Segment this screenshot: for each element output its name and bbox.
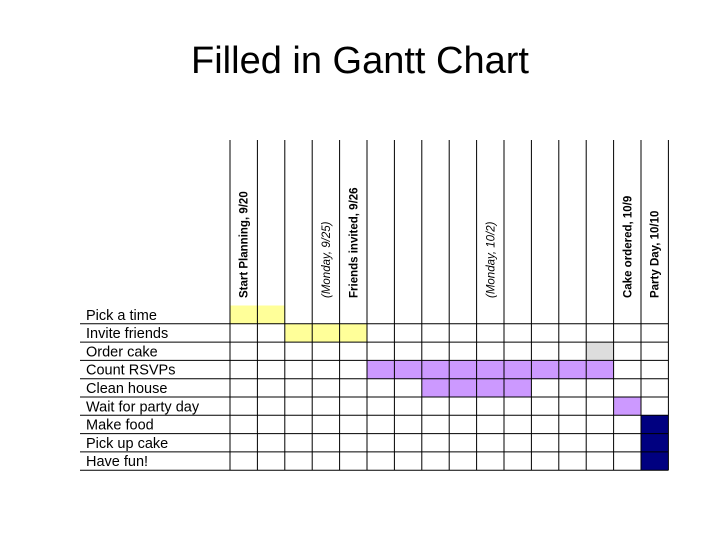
milestone-label: Party Day, 10/10 — [650, 211, 662, 298]
gantt-bar-navy — [641, 415, 669, 434]
gantt-bar-gray — [586, 342, 614, 361]
task-label: Pick a time — [86, 308, 157, 324]
milestone-label: Friends invited, 9/26 — [348, 187, 360, 298]
gantt-bar-purple — [613, 397, 641, 416]
task-label: Make food — [86, 418, 154, 434]
task-label: Count RSVPs — [86, 363, 175, 379]
task-label: Have fun! — [86, 454, 148, 470]
task-label: Wait for party day — [86, 399, 200, 415]
milestone-label: Cake ordered, 10/9 — [622, 196, 634, 298]
milestone-label: (Monday, 10/2) — [485, 221, 497, 298]
task-label: Pick up cake — [86, 436, 168, 452]
task-label: Invite friends — [86, 326, 168, 342]
gantt-bar-yellow — [284, 323, 367, 343]
gantt-bar-navy — [641, 451, 669, 471]
gantt-bar-purple — [367, 360, 614, 379]
gantt-bar-navy — [641, 433, 669, 452]
task-label: Clean house — [86, 381, 167, 397]
milestone-label: (Monday, 9/25) — [321, 221, 333, 298]
task-label: Order cake — [86, 344, 158, 360]
milestone-label: Start Planning, 9/20 — [239, 191, 251, 298]
slide-title: Filled in Gantt Chart — [191, 40, 529, 82]
